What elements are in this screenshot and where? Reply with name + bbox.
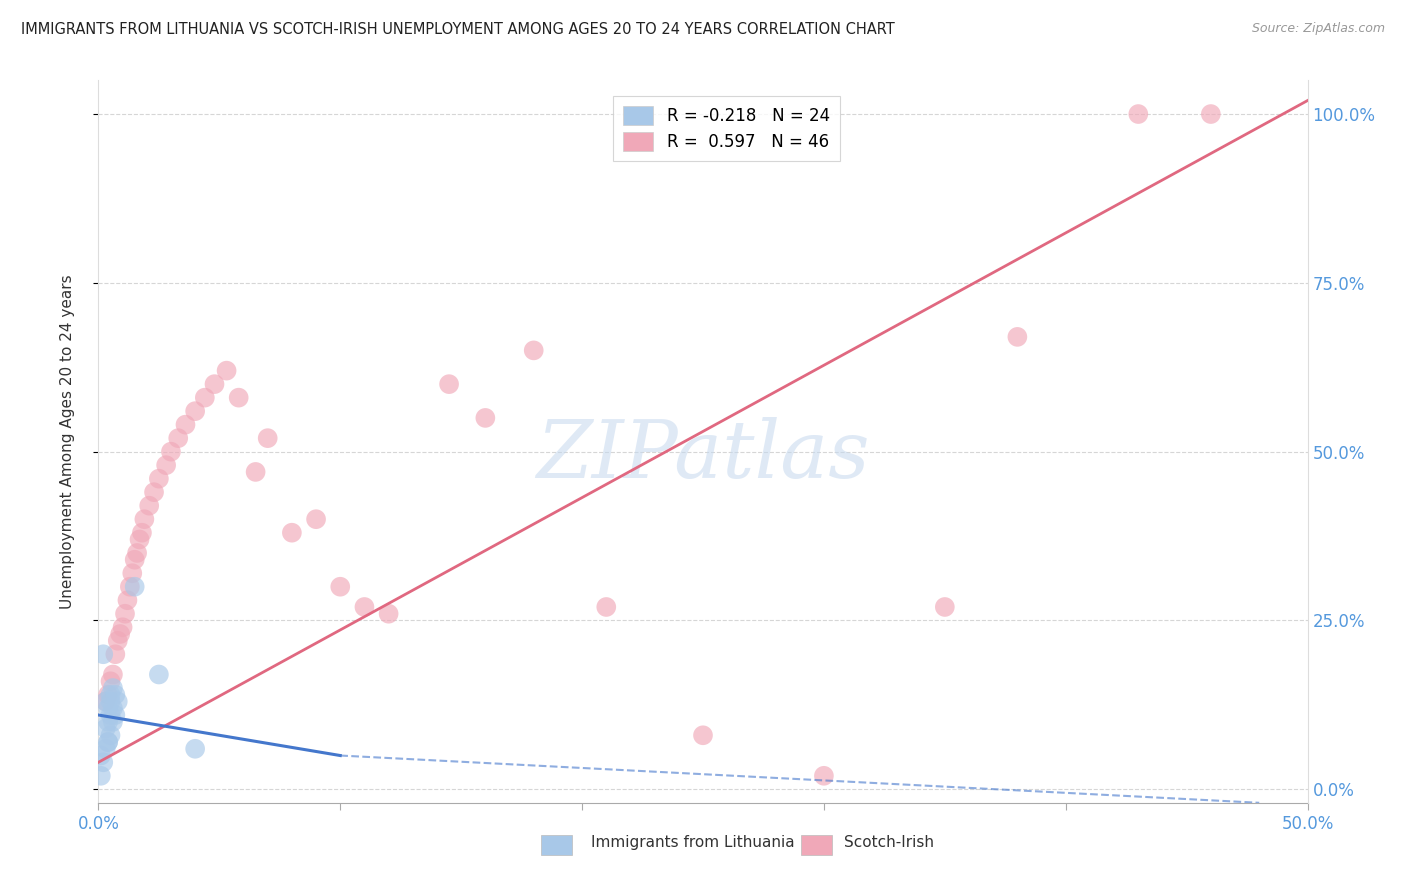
Point: [97, 688, 120, 702]
Text: Scotch-Irish: Scotch-Irish: [844, 836, 934, 850]
Point: [91, 647, 114, 661]
Point: [91, 756, 114, 770]
Point: [329, 580, 352, 594]
Point: [101, 714, 124, 729]
Point: [148, 472, 170, 486]
Text: Immigrants from Lithuania: Immigrants from Lithuania: [591, 836, 794, 850]
Point: [256, 431, 278, 445]
Point: [595, 599, 617, 614]
Point: [160, 444, 183, 458]
Point: [118, 580, 141, 594]
Point: [104, 688, 127, 702]
Point: [107, 633, 129, 648]
Point: [245, 465, 267, 479]
Point: [184, 404, 207, 418]
Point: [134, 512, 156, 526]
Point: [94, 722, 117, 736]
Text: ZIPatlas: ZIPatlas: [536, 417, 870, 495]
Point: [101, 667, 124, 681]
Point: [108, 627, 131, 641]
Point: [474, 411, 496, 425]
Text: IMMIGRANTS FROM LITHUANIA VS SCOTCH-IRISH UNEMPLOYMENT AMONG AGES 20 TO 24 YEARS: IMMIGRANTS FROM LITHUANIA VS SCOTCH-IRIS…: [21, 22, 894, 37]
Point: [194, 391, 217, 405]
Point: [148, 667, 170, 681]
Point: [101, 681, 124, 695]
Point: [114, 607, 136, 621]
Point: [305, 512, 328, 526]
Point: [121, 566, 143, 581]
Y-axis label: Unemployment Among Ages 20 to 24 years: Unemployment Among Ages 20 to 24 years: [60, 274, 75, 609]
Point: [1128, 107, 1150, 121]
Point: [100, 694, 122, 708]
Point: [228, 391, 250, 405]
Text: Source: ZipAtlas.com: Source: ZipAtlas.com: [1251, 22, 1385, 36]
Point: [94, 694, 117, 708]
Point: [97, 714, 120, 729]
Point: [107, 694, 129, 708]
Point: [353, 599, 375, 614]
Point: [155, 458, 177, 472]
Point: [100, 728, 122, 742]
Point: [131, 525, 153, 540]
Point: [94, 741, 117, 756]
Point: [104, 708, 127, 723]
Point: [215, 364, 238, 378]
Point: [128, 533, 150, 547]
Point: [101, 701, 124, 715]
Point: [204, 377, 226, 392]
Point: [90, 748, 112, 763]
Point: [100, 708, 122, 723]
Legend: R = -0.218   N = 24, R =  0.597   N = 46: R = -0.218 N = 24, R = 0.597 N = 46: [613, 95, 839, 161]
Point: [111, 620, 134, 634]
Point: [124, 552, 146, 566]
Point: [813, 769, 835, 783]
Point: [124, 580, 146, 594]
Point: [104, 647, 127, 661]
Point: [377, 607, 399, 621]
Point: [692, 728, 714, 742]
Point: [117, 593, 139, 607]
Point: [97, 701, 120, 715]
Point: [97, 735, 120, 749]
Point: [184, 741, 207, 756]
Point: [523, 343, 546, 358]
Point: [1199, 107, 1222, 121]
Point: [281, 525, 304, 540]
Point: [437, 377, 460, 392]
Point: [100, 674, 122, 689]
Point: [1007, 330, 1029, 344]
Point: [143, 485, 166, 500]
Point: [94, 694, 117, 708]
Point: [127, 546, 149, 560]
Point: [90, 769, 112, 783]
Point: [167, 431, 190, 445]
Point: [174, 417, 197, 432]
Point: [97, 735, 120, 749]
Point: [138, 499, 160, 513]
Point: [100, 688, 122, 702]
Point: [934, 599, 956, 614]
